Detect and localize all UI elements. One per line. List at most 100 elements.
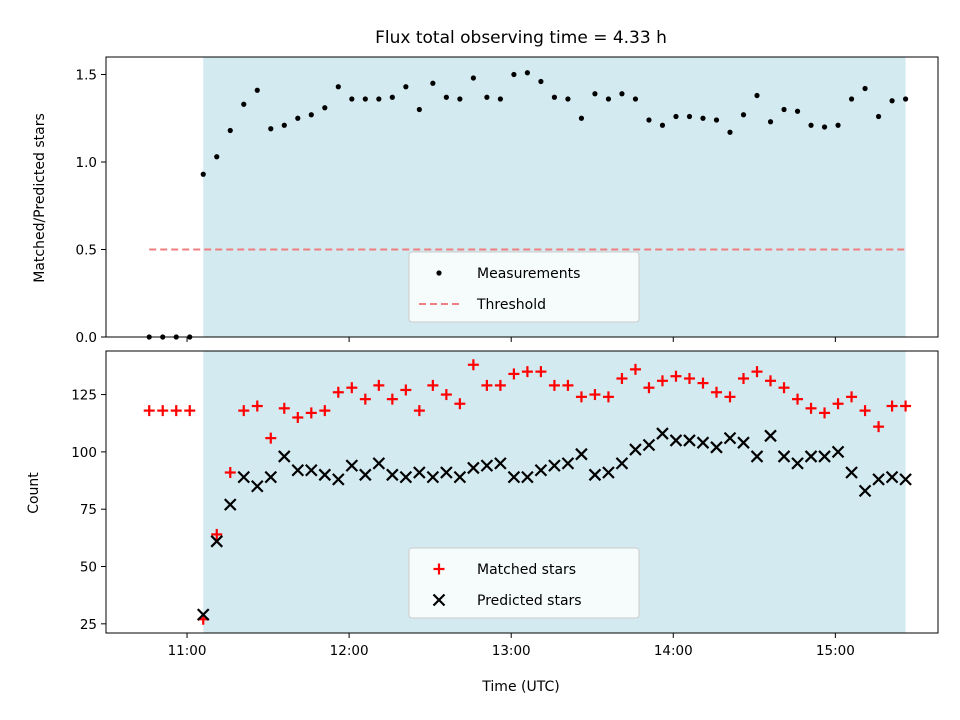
bottom-series-1-point bbox=[900, 400, 912, 412]
bottom-series-2-point bbox=[413, 466, 426, 479]
bottom-series-1-point bbox=[278, 402, 290, 414]
bottom-series-2-point-b bbox=[480, 459, 494, 472]
bottom-series-2-point-b bbox=[223, 498, 237, 511]
bottom-series-1-point bbox=[359, 393, 371, 405]
x-tick-label: 14:00 bbox=[654, 643, 693, 659]
top-series-1-point bbox=[484, 94, 490, 100]
bottom-series-1-point bbox=[602, 391, 614, 403]
bottom-series-2-point-b bbox=[737, 436, 750, 449]
bottom-series-2-point bbox=[885, 470, 899, 484]
bottom-series-2-point-b bbox=[629, 443, 642, 456]
bottom-legend-label-1: Matched stars bbox=[477, 562, 576, 578]
bottom-series-2-point-b bbox=[683, 434, 696, 447]
bottom-series-2-point-b bbox=[386, 468, 399, 482]
bottom-series-2-point bbox=[399, 470, 413, 484]
bottom-series-2-point bbox=[223, 498, 237, 511]
top-series-1-point bbox=[835, 122, 841, 128]
bottom-series-2-point bbox=[548, 459, 561, 472]
bottom-series-2-point bbox=[291, 463, 305, 477]
top-series-1-point bbox=[713, 117, 720, 123]
bottom-series-2-point bbox=[386, 468, 399, 482]
bottom-series-2-point-b bbox=[588, 468, 602, 482]
bottom-series-2-point-b bbox=[534, 463, 548, 477]
top-series-1-point bbox=[470, 75, 476, 81]
top-series-1-point bbox=[443, 94, 449, 100]
top-series-1-point bbox=[281, 122, 287, 128]
top-legend-label-2: Threshold bbox=[476, 297, 546, 313]
top-series-1-point bbox=[592, 91, 598, 97]
bottom-panel: 11:00 12:00 13:00 14:00 15:00 25 50 75 100 125 Mat… bbox=[71, 350, 939, 659]
bottom-series-1-point bbox=[765, 375, 777, 387]
bottom-series-2-point-b bbox=[710, 441, 723, 454]
bottom-series-1 bbox=[143, 359, 912, 625]
bottom-series-1-point bbox=[859, 405, 871, 417]
top-series-1-point bbox=[619, 91, 625, 97]
bottom-series-1-point bbox=[575, 391, 587, 403]
bottom-series-2-point bbox=[899, 473, 912, 486]
bottom-series-2-point bbox=[278, 450, 291, 463]
bottom-series-2-point-b bbox=[669, 434, 683, 447]
top-series-1-point bbox=[268, 126, 274, 132]
y-axis-label-bottom: Count bbox=[26, 472, 42, 514]
top-series-1-point bbox=[376, 96, 382, 102]
top-series-1-point bbox=[308, 112, 314, 118]
bottom-series-2-point bbox=[696, 436, 710, 449]
top-series-1-point bbox=[740, 112, 747, 118]
bottom-series-2-point-b bbox=[372, 457, 386, 470]
top-series-1-point bbox=[254, 87, 260, 93]
bottom-series-1-point bbox=[616, 373, 628, 385]
bottom-series-2-point-b bbox=[196, 608, 210, 621]
bottom-series-1-point bbox=[143, 405, 155, 417]
bottom-series-2-point-b bbox=[494, 457, 507, 470]
top-series-1-point bbox=[700, 115, 706, 121]
top-series-1-point bbox=[632, 96, 639, 102]
bottom-series-1-point bbox=[846, 391, 858, 403]
bottom-series-1-point bbox=[157, 405, 169, 417]
bottom-series-2-point bbox=[521, 470, 534, 484]
top-series-1-point bbox=[511, 71, 517, 78]
top-series-1-point bbox=[781, 106, 787, 113]
top-series-1-point bbox=[754, 92, 760, 99]
top-legend-label-1: Measurements bbox=[477, 266, 580, 282]
bottom-series-2-point bbox=[318, 468, 332, 482]
bottom-series-1-point bbox=[265, 432, 277, 444]
bottom-series-1-point bbox=[386, 393, 398, 405]
bottom-series-1-point bbox=[805, 402, 817, 414]
bottom-series-2-point-b bbox=[210, 535, 224, 548]
bottom-series-2-point bbox=[453, 470, 467, 484]
chart-title: Flux total observing time = 4.33 h bbox=[375, 28, 667, 48]
bottom-series-2-point-b bbox=[696, 436, 710, 449]
top-series-1-point bbox=[794, 108, 801, 114]
bottom-series-1-point bbox=[346, 382, 358, 394]
top-series-1-point bbox=[457, 96, 463, 102]
bottom-series-2-point bbox=[250, 479, 264, 493]
bottom-series-1-point bbox=[886, 400, 898, 412]
bottom-legend: Matched stars Predicted stars bbox=[408, 547, 640, 619]
top-series-1-point bbox=[821, 124, 828, 130]
bottom-series-2-point-b bbox=[237, 470, 251, 484]
bottom-series-1-point bbox=[724, 391, 736, 403]
bottom-series-1-point bbox=[454, 398, 466, 410]
top-series-1-point bbox=[578, 115, 585, 121]
bottom-series-1-point bbox=[778, 382, 790, 394]
bottom-series-2-point-b bbox=[845, 466, 858, 479]
y-axis-label-top: Matched/Predicted stars bbox=[32, 113, 48, 283]
bottom-series-2-point bbox=[845, 466, 858, 479]
bottom-series-1-point bbox=[373, 379, 385, 391]
bottom-series-2-point-b bbox=[575, 447, 588, 461]
bottom-series-2-point bbox=[791, 457, 804, 470]
top-series-1-point bbox=[605, 96, 612, 102]
bottom-series-1-point bbox=[211, 528, 223, 540]
bottom-series-1-point bbox=[440, 389, 452, 401]
bottom-series-1-point bbox=[697, 377, 709, 389]
bottom-series-2-point-b bbox=[858, 484, 872, 498]
bottom-series-2-point-b bbox=[318, 468, 332, 482]
x-tick-label: 15:00 bbox=[816, 643, 855, 659]
bottom-series-2-point-b bbox=[764, 429, 777, 443]
bottom-series-2-point-b bbox=[250, 479, 264, 493]
bottom-series-2 bbox=[196, 427, 912, 621]
bottom-series-1-point bbox=[332, 386, 344, 398]
top-series-1-point bbox=[389, 94, 395, 100]
bottom-series-2-point-b bbox=[264, 470, 278, 484]
bottom-series-2-point bbox=[575, 447, 588, 461]
